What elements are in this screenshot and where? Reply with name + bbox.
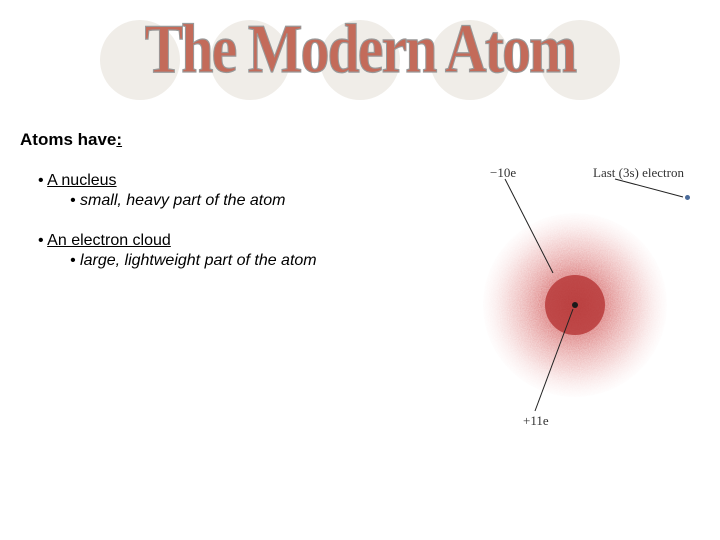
subheading-text: Atoms have	[20, 130, 116, 149]
bullet-nucleus: • A nucleus	[38, 172, 460, 190]
label-last-electron: Last (3s) electron	[593, 165, 684, 181]
nucleus-dot	[572, 302, 578, 308]
subheading: Atoms have:	[20, 130, 460, 150]
atom-diagram: −10e Last (3s) electron +11e	[445, 165, 710, 425]
arrow-last-electron	[615, 179, 683, 197]
bullet-electron-cloud-text: An electron cloud	[47, 232, 171, 249]
bullet-nucleus-sub: • small, heavy part of the atom	[70, 192, 460, 210]
label-nucleus-charge: +11e	[523, 413, 549, 429]
bullet-electron-cloud: • An electron cloud	[38, 232, 460, 250]
outer-electron-icon	[685, 195, 690, 200]
slide-title: The Modern Atom	[0, 8, 720, 88]
bullet-electron-cloud-sub: • large, lightweight part of the atom	[70, 252, 460, 270]
bullet-electron-cloud-sub-text: large, lightweight part of the atom	[80, 252, 317, 269]
atom-svg	[445, 165, 710, 425]
subheading-colon: :	[116, 130, 122, 149]
title-area: The Modern Atom	[0, 0, 720, 110]
bullet-nucleus-sub-text: small, heavy part of the atom	[80, 192, 285, 209]
content-area: Atoms have: • A nucleus • small, heavy p…	[20, 130, 460, 292]
label-inner-shell: −10e	[490, 165, 516, 181]
bullet-nucleus-text: A nucleus	[47, 172, 116, 189]
